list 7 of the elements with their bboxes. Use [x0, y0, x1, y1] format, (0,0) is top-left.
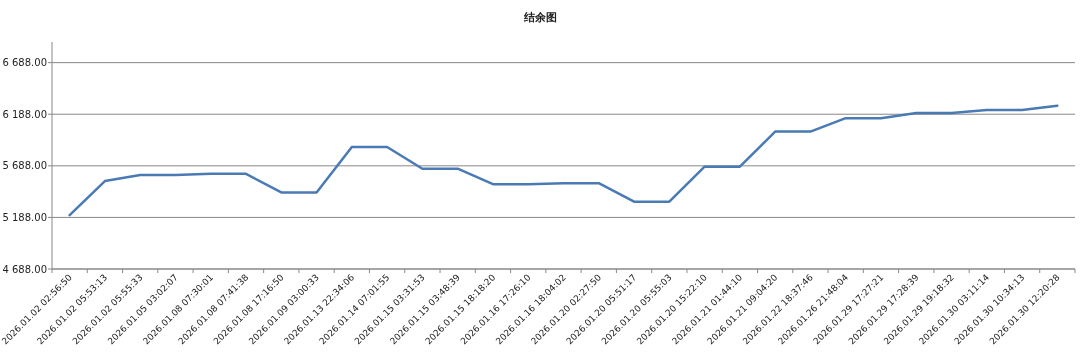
- y-tick-label: 5 188.00: [2, 211, 47, 223]
- y-tick-label: 4 688.00: [2, 263, 47, 275]
- y-tick-label: 6 188.00: [2, 108, 47, 120]
- y-tick-label: 6 688.00: [2, 57, 47, 69]
- y-tick-label: 5 688.00: [2, 160, 47, 172]
- chart-title: 结余图: [522, 11, 557, 24]
- line-series: [68, 104, 1059, 217]
